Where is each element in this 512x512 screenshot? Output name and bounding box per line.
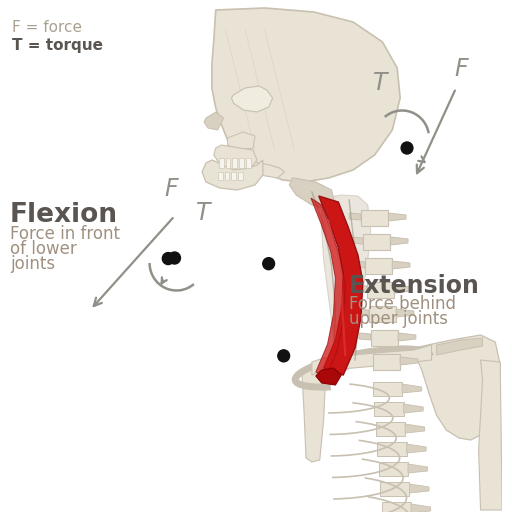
Polygon shape — [436, 338, 482, 355]
Polygon shape — [369, 306, 396, 322]
Polygon shape — [238, 172, 243, 180]
Polygon shape — [312, 345, 432, 375]
Polygon shape — [394, 285, 412, 293]
Polygon shape — [218, 172, 223, 180]
Polygon shape — [233, 158, 285, 178]
Text: F = force: F = force — [12, 20, 82, 35]
Polygon shape — [231, 86, 273, 112]
Text: Flexion: Flexion — [10, 202, 118, 228]
Polygon shape — [479, 360, 502, 510]
Polygon shape — [355, 285, 367, 292]
Polygon shape — [390, 237, 408, 245]
Text: T: T — [196, 201, 210, 225]
Polygon shape — [204, 112, 224, 130]
Polygon shape — [402, 384, 422, 393]
Polygon shape — [311, 198, 345, 378]
Polygon shape — [407, 444, 426, 453]
Polygon shape — [361, 210, 389, 226]
Polygon shape — [405, 424, 424, 433]
Polygon shape — [219, 158, 224, 168]
Polygon shape — [302, 368, 326, 462]
Polygon shape — [367, 282, 394, 298]
Polygon shape — [365, 258, 392, 274]
Text: F: F — [165, 177, 178, 201]
Polygon shape — [322, 195, 371, 370]
Polygon shape — [392, 261, 410, 269]
Polygon shape — [225, 172, 229, 180]
Polygon shape — [202, 160, 263, 190]
Text: Force behind: Force behind — [349, 295, 456, 313]
Circle shape — [162, 252, 174, 265]
Polygon shape — [400, 357, 418, 365]
Polygon shape — [353, 261, 365, 268]
Polygon shape — [371, 330, 398, 346]
Polygon shape — [381, 502, 411, 512]
Text: T = torque: T = torque — [12, 38, 103, 53]
Polygon shape — [349, 213, 361, 220]
Polygon shape — [289, 178, 335, 210]
Polygon shape — [373, 382, 402, 396]
Circle shape — [168, 252, 180, 264]
Text: T: T — [373, 71, 387, 95]
Polygon shape — [378, 462, 408, 476]
Circle shape — [401, 142, 413, 154]
Polygon shape — [363, 234, 390, 250]
Polygon shape — [231, 172, 237, 180]
Polygon shape — [351, 237, 363, 244]
Polygon shape — [373, 354, 400, 370]
Polygon shape — [411, 504, 431, 512]
Polygon shape — [212, 8, 400, 182]
Polygon shape — [239, 158, 244, 168]
Polygon shape — [227, 132, 255, 150]
Text: of lower: of lower — [10, 240, 77, 258]
Polygon shape — [410, 484, 429, 493]
Polygon shape — [246, 158, 251, 168]
Circle shape — [263, 258, 274, 270]
Polygon shape — [389, 213, 406, 221]
Text: Extension: Extension — [349, 274, 480, 298]
Polygon shape — [214, 145, 257, 170]
Polygon shape — [232, 158, 238, 168]
Polygon shape — [414, 335, 500, 440]
Polygon shape — [319, 196, 363, 375]
Polygon shape — [403, 404, 423, 413]
Text: Force in front: Force in front — [10, 225, 120, 243]
Polygon shape — [376, 422, 405, 436]
Polygon shape — [374, 402, 403, 416]
Polygon shape — [396, 309, 414, 317]
Polygon shape — [359, 333, 371, 340]
Text: joints: joints — [10, 255, 55, 273]
Circle shape — [278, 350, 290, 362]
Polygon shape — [357, 309, 369, 316]
Polygon shape — [361, 357, 373, 364]
Polygon shape — [398, 333, 416, 341]
Polygon shape — [408, 464, 428, 473]
Polygon shape — [316, 368, 342, 385]
Text: upper joints: upper joints — [349, 310, 448, 328]
Polygon shape — [380, 482, 410, 496]
Text: F: F — [454, 57, 468, 81]
Polygon shape — [226, 158, 230, 168]
Polygon shape — [377, 442, 407, 456]
